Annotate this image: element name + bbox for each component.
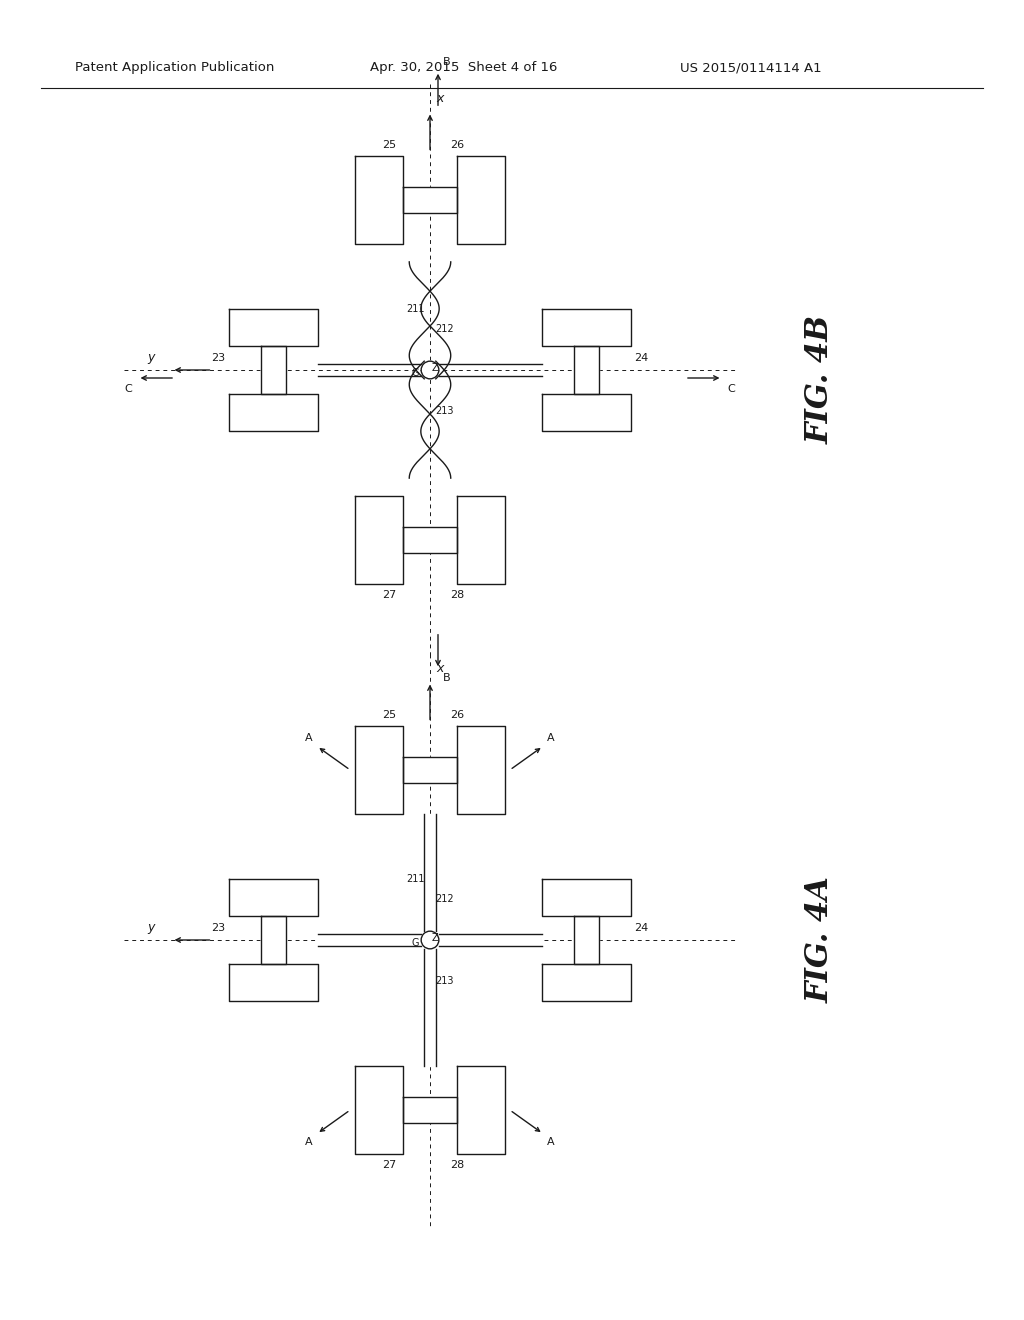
Text: x: x	[436, 91, 443, 104]
Polygon shape	[317, 935, 421, 945]
Text: x: x	[436, 661, 443, 675]
Text: A: A	[547, 733, 555, 743]
Text: C: C	[727, 384, 735, 393]
Circle shape	[421, 362, 439, 379]
Polygon shape	[439, 935, 542, 945]
Text: 26: 26	[451, 140, 465, 149]
Text: FIG. 4B: FIG. 4B	[805, 315, 836, 445]
Polygon shape	[542, 965, 631, 1001]
Text: 26: 26	[451, 710, 465, 719]
Polygon shape	[403, 1097, 457, 1123]
Polygon shape	[229, 395, 317, 432]
Polygon shape	[261, 346, 286, 395]
Polygon shape	[542, 309, 631, 346]
Polygon shape	[542, 879, 631, 916]
Text: A: A	[305, 733, 313, 743]
Polygon shape	[457, 496, 505, 585]
Polygon shape	[403, 756, 457, 783]
Text: 25: 25	[382, 140, 396, 149]
Text: 24: 24	[635, 923, 649, 933]
Polygon shape	[355, 496, 403, 585]
Text: B: B	[443, 57, 451, 67]
Polygon shape	[574, 346, 599, 395]
Text: Z: Z	[432, 933, 438, 942]
Text: 27: 27	[382, 1160, 396, 1171]
Text: 212: 212	[435, 325, 454, 334]
Text: A: A	[305, 1137, 313, 1147]
Text: 23: 23	[211, 352, 225, 363]
Polygon shape	[403, 186, 457, 214]
Polygon shape	[261, 916, 286, 965]
Polygon shape	[424, 814, 436, 931]
Text: 211: 211	[407, 874, 425, 884]
Text: y: y	[147, 921, 155, 935]
Polygon shape	[355, 1065, 403, 1154]
Polygon shape	[574, 916, 599, 965]
Polygon shape	[542, 395, 631, 432]
Polygon shape	[403, 527, 457, 553]
Text: B: B	[443, 673, 451, 684]
Text: y: y	[147, 351, 155, 364]
Text: 25: 25	[382, 710, 396, 719]
Text: 27: 27	[382, 590, 396, 601]
Polygon shape	[229, 879, 317, 916]
Text: G: G	[412, 939, 419, 948]
Text: Z: Z	[432, 363, 438, 374]
Text: US 2015/0114114 A1: US 2015/0114114 A1	[680, 62, 821, 74]
Text: A: A	[547, 1137, 555, 1147]
Polygon shape	[457, 156, 505, 244]
Polygon shape	[229, 309, 317, 346]
Text: 212: 212	[435, 894, 454, 904]
Text: 23: 23	[211, 923, 225, 933]
Text: 24: 24	[635, 352, 649, 363]
Text: FIG. 4A: FIG. 4A	[805, 876, 836, 1003]
Polygon shape	[457, 726, 505, 814]
Polygon shape	[355, 726, 403, 814]
Polygon shape	[457, 1065, 505, 1154]
Polygon shape	[355, 156, 403, 244]
Text: 28: 28	[451, 1160, 465, 1171]
Text: 213: 213	[435, 405, 454, 416]
Text: Patent Application Publication: Patent Application Publication	[75, 62, 274, 74]
Text: Apr. 30, 2015  Sheet 4 of 16: Apr. 30, 2015 Sheet 4 of 16	[370, 62, 557, 74]
Text: 28: 28	[451, 590, 465, 601]
Text: 213: 213	[435, 975, 454, 986]
Polygon shape	[229, 965, 317, 1001]
Text: G: G	[412, 368, 419, 378]
Text: C: C	[125, 384, 132, 393]
Circle shape	[421, 931, 439, 949]
Text: 211: 211	[407, 304, 425, 314]
Polygon shape	[424, 949, 436, 1065]
